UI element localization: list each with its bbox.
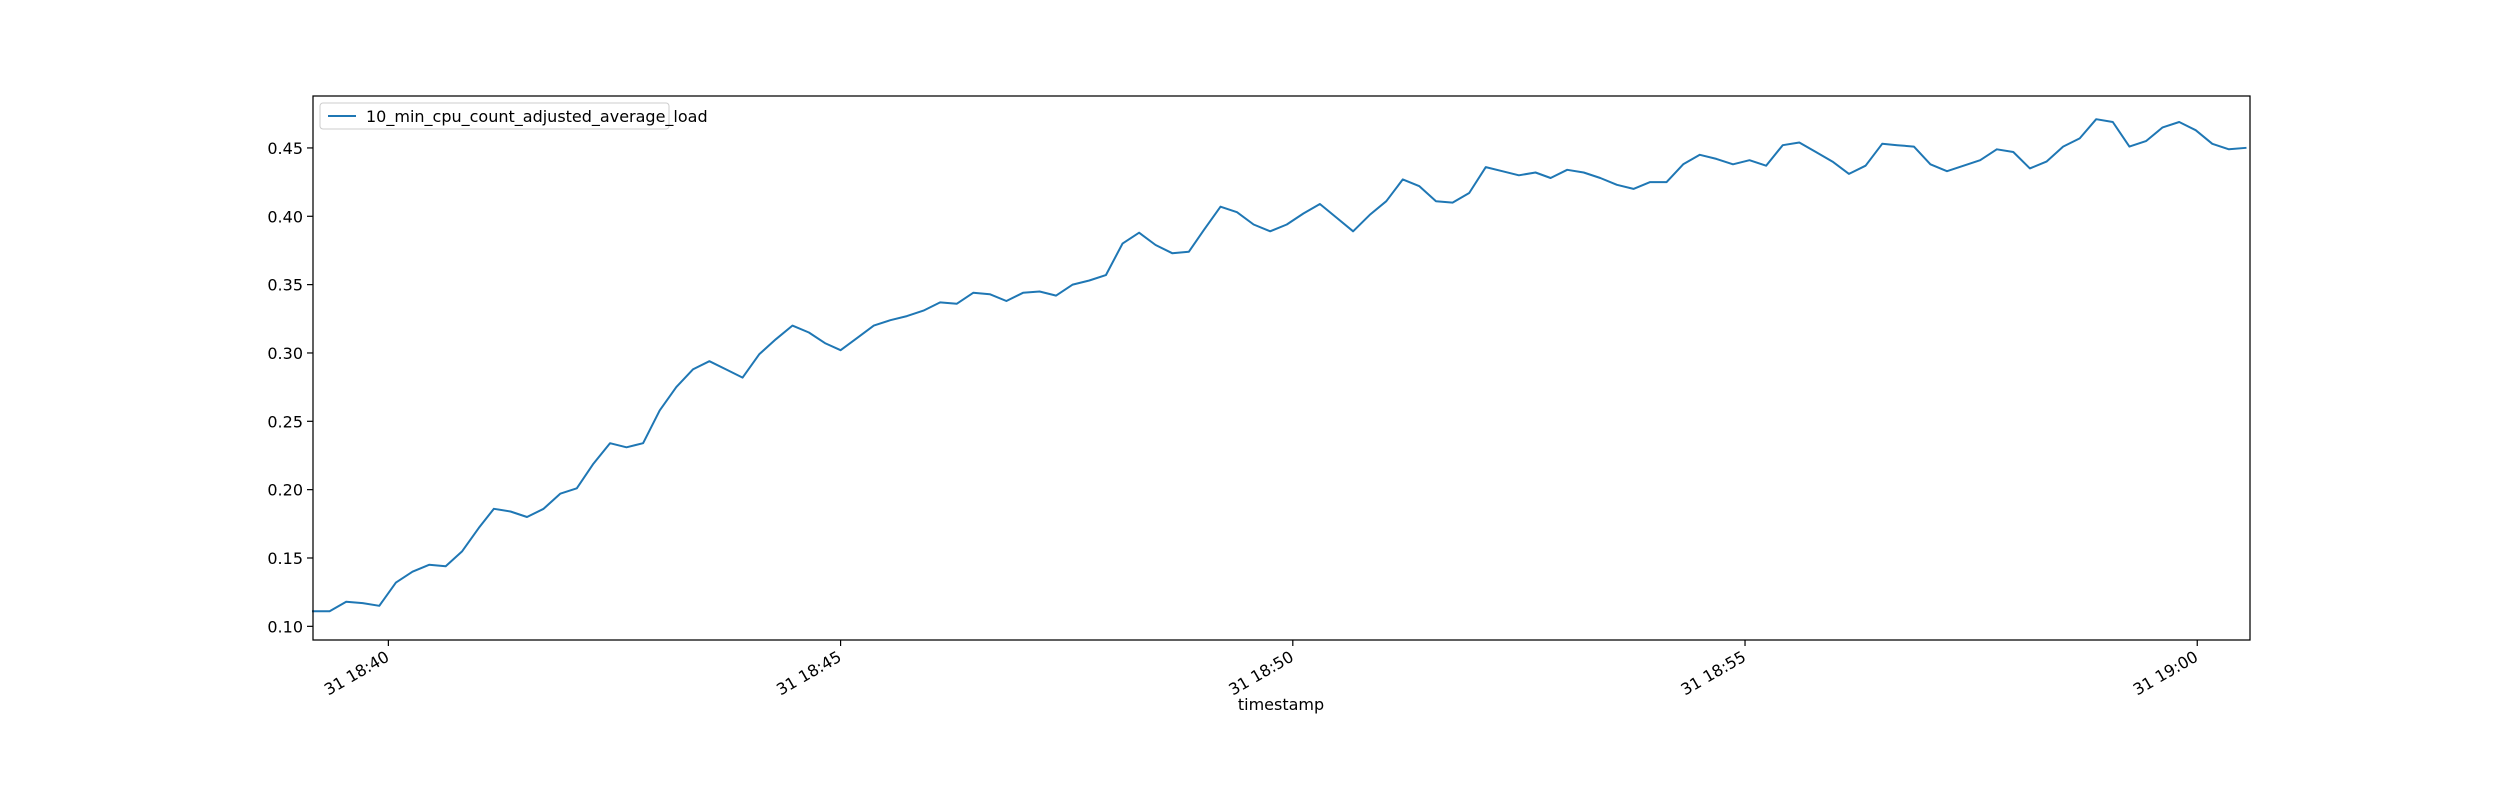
x-axis-label: timestamp: [1238, 695, 1324, 714]
legend-label: 10_min_cpu_count_adjusted_average_load: [366, 107, 708, 127]
y-tick-label: 0.45: [267, 139, 303, 158]
series-line: [312, 118, 2247, 613]
y-axis: 0.10 0.15 0.20 0.25 0.30 0.35 0.40 0.45: [267, 139, 313, 636]
x-tick-label: 31 18:40: [321, 647, 392, 699]
legend-box: [319, 102, 670, 130]
y-tick-label: 0.35: [267, 276, 303, 295]
y-tick-label: 0.20: [267, 481, 303, 500]
x-axis: 31 18:40 31 18:45 31 18:50 31 18:55 31 19:00: [321, 640, 2201, 699]
y-tick-label: 0.10: [267, 617, 303, 636]
x-tick-label: 31 18:45: [773, 647, 844, 699]
y-tick-label: 0.15: [267, 549, 303, 568]
y-tick-label: 0.40: [267, 207, 303, 226]
plot-frame: [312, 95, 2251, 641]
y-tick-label: 0.30: [267, 344, 303, 363]
x-tick-label: 31 18:50: [1225, 647, 1296, 699]
x-tick-label: 31 19:00: [2130, 647, 2201, 699]
plot-area: [313, 96, 2250, 640]
legend: 10_min_cpu_count_adjusted_average_load: [319, 102, 708, 130]
x-tick-label: 31 18:55: [1678, 647, 1749, 699]
series-group: [312, 118, 2247, 613]
y-tick-label: 0.25: [267, 412, 303, 431]
